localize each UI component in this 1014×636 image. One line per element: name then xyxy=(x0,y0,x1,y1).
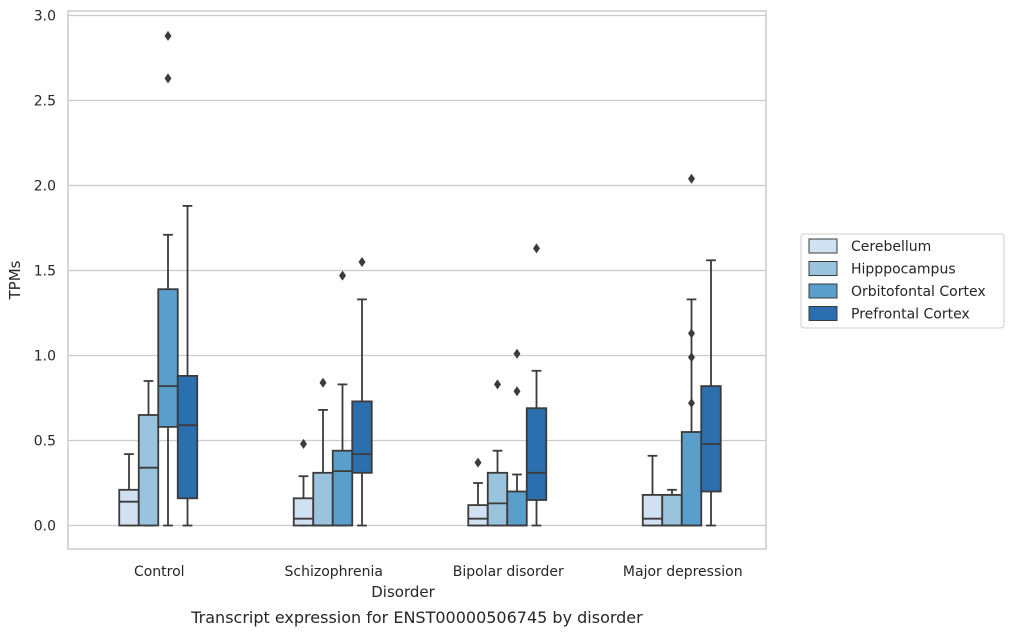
box-iqr xyxy=(331,449,354,527)
outlier-point xyxy=(513,348,521,359)
x-tick-labels: Control Schizophrenia Bipolar disorder Majo… xyxy=(134,564,743,580)
gridlines xyxy=(68,14,766,527)
box-iqr xyxy=(467,504,489,527)
box-iqr xyxy=(312,471,334,527)
x-tick-label: Control xyxy=(134,564,185,580)
outlier-point xyxy=(474,457,482,468)
y-tick-label: 1.5 xyxy=(34,264,56,280)
outlier-point xyxy=(319,377,327,388)
box-iqr xyxy=(137,414,160,527)
box-iqr xyxy=(157,288,179,428)
outlier-point xyxy=(688,173,695,184)
outlier-point xyxy=(533,243,540,254)
y-tick-label: 2.0 xyxy=(34,179,56,195)
box-iqr xyxy=(525,407,548,501)
legend-label: Orbitofontal Cortex xyxy=(851,284,986,300)
y-tick-labels: 0.0 0.5 1.0 1.5 2.0 2.5 3.0 xyxy=(34,9,56,535)
y-tick-label: 2.5 xyxy=(34,94,56,110)
legend-swatch xyxy=(808,261,838,276)
outlier-point xyxy=(688,352,695,363)
box-0-2 xyxy=(467,457,489,527)
legend-swatch xyxy=(808,238,838,254)
outlier-point xyxy=(164,30,172,41)
outlier-point xyxy=(358,257,366,267)
box-1-0 xyxy=(137,380,160,527)
box-3-2 xyxy=(525,243,548,527)
box-2-0 xyxy=(157,30,179,527)
box-3-3 xyxy=(700,259,722,527)
outlier-point xyxy=(494,379,501,390)
box-iqr xyxy=(118,488,140,527)
box-iqr xyxy=(661,493,683,527)
box-1-1 xyxy=(312,377,334,527)
outlier-point xyxy=(688,398,695,409)
legend-frame xyxy=(800,233,1005,329)
box-0-3 xyxy=(641,454,664,527)
y-tick-label: 0.5 xyxy=(34,434,56,450)
box-iqr xyxy=(506,490,528,527)
legend-label: Prefrontal Cortex xyxy=(851,307,970,323)
box-iqr xyxy=(641,493,664,527)
x-tick-label: Schizophrenia xyxy=(285,564,383,580)
box-3-0 xyxy=(176,204,199,527)
x-tick-label: Bipolar disorder xyxy=(453,564,564,580)
plot-area-frame xyxy=(67,10,767,550)
outlier-point xyxy=(164,73,172,84)
y-tick-label: 0.0 xyxy=(34,519,56,535)
box-0-0 xyxy=(118,453,140,527)
legend-label: Cerebellum xyxy=(851,239,931,255)
box-iqr xyxy=(700,385,722,493)
y-tick-label: 3.0 xyxy=(34,9,56,25)
x-axis-label: Disorder xyxy=(371,583,435,601)
box-iqr xyxy=(680,431,703,527)
box-iqr xyxy=(486,471,509,527)
legend-swatch xyxy=(808,306,838,321)
box-iqr xyxy=(176,374,199,500)
outlier-point xyxy=(300,438,307,449)
box-2-2 xyxy=(506,348,528,527)
box-3-1 xyxy=(351,257,373,527)
legend-label: Hipppocampus xyxy=(851,262,956,278)
outlier-point xyxy=(688,328,695,339)
box-iqr xyxy=(351,400,373,474)
box-2-3 xyxy=(680,173,703,527)
x-tick-label: Major depression xyxy=(623,564,743,580)
chart-caption: Transcript expression for ENST0000050674… xyxy=(190,608,643,627)
box-iqr xyxy=(292,497,315,527)
outlier-point xyxy=(513,386,521,397)
legend: Cerebellum Hipppocampus Orbitofontal Corte… xyxy=(800,233,1005,329)
box-2-1 xyxy=(331,270,354,527)
outlier-point xyxy=(339,270,346,281)
box-1-2 xyxy=(486,379,509,527)
box-0-1 xyxy=(292,438,315,527)
box-groups xyxy=(118,30,722,527)
y-tick-label: 1.0 xyxy=(34,349,56,365)
legend-swatch xyxy=(808,283,838,299)
box-1-3 xyxy=(661,488,683,527)
y-axis-label: TPMs xyxy=(6,260,24,300)
